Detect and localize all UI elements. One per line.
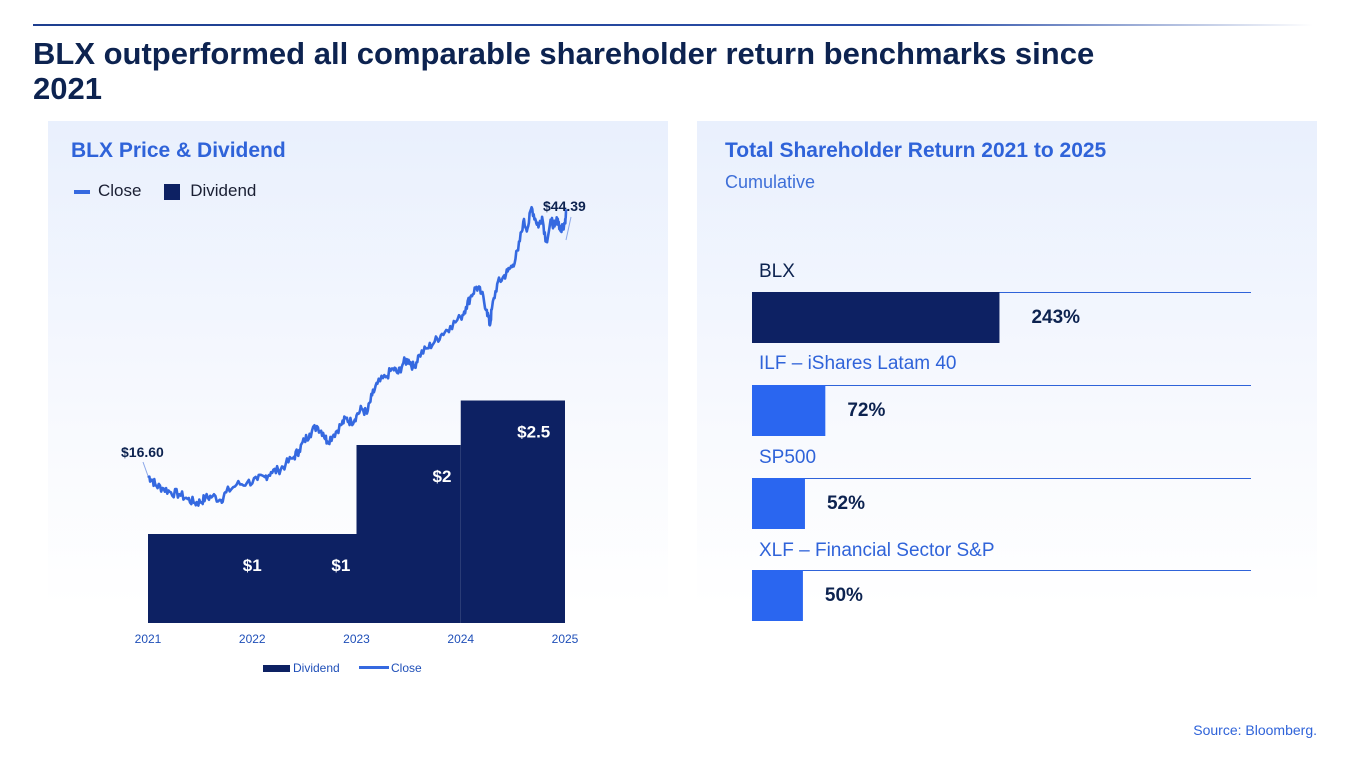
x-tick-2021: 2021 bbox=[135, 632, 162, 646]
tsr-bar-chart: 243% 72% 52% 50% bbox=[752, 292, 1251, 621]
price-dividend-chart: $1 $1 $2 $2.5 $16.60 $44.39 2021 2022 2023 2024 20… bbox=[121, 198, 586, 675]
bar-label-xlf: XLF – Financial Sector S&P bbox=[759, 540, 995, 561]
dividend-step-3 bbox=[460, 400, 565, 623]
x-tick-2025: 2025 bbox=[552, 632, 579, 646]
tsr-chart-subtitle: Cumulative bbox=[725, 172, 816, 192]
legend-dividend-swatch bbox=[263, 665, 290, 672]
x-tick-2022: 2022 bbox=[239, 632, 266, 646]
tsr-value-label-2: 72% bbox=[847, 400, 885, 421]
tsr-chart-title: Total Shareholder Return 2021 to 2025 bbox=[725, 139, 1107, 162]
end-price-label: $44.39 bbox=[543, 198, 586, 214]
tsr-bar-1 bbox=[752, 292, 1000, 343]
dividend-label-1: $1 bbox=[243, 556, 262, 575]
end-label-leader bbox=[565, 216, 572, 241]
page-title: BLX outperformed all comparable sharehol… bbox=[33, 36, 1095, 106]
tsr-bar-3 bbox=[752, 478, 805, 529]
dividend-step-1 bbox=[148, 534, 357, 623]
tsr-value-label-1: 243% bbox=[1031, 307, 1080, 328]
top-divider bbox=[33, 24, 1313, 26]
dividend-label-2: $1 bbox=[331, 556, 350, 575]
dividend-legend-swatch bbox=[164, 183, 181, 200]
start-price-label: $16.60 bbox=[121, 444, 164, 460]
source-note: Source: Bloomberg. bbox=[1193, 722, 1317, 738]
close-price-line bbox=[147, 205, 568, 507]
dividend-label-3: $2 bbox=[433, 467, 452, 486]
tsr-bar-4 bbox=[752, 570, 803, 621]
tsr-value-label-3: 52% bbox=[827, 493, 865, 514]
start-label-leader bbox=[142, 461, 149, 477]
dividend-label-4: $2.5 bbox=[517, 423, 550, 442]
bar-label-ilf: ILF – iShares Latam 40 bbox=[759, 353, 957, 374]
x-tick-2023: 2023 bbox=[343, 632, 370, 646]
dividend-legend-label: Dividend bbox=[190, 181, 257, 200]
close-legend-swatch bbox=[74, 189, 90, 194]
legend-dividend-label: Dividend bbox=[293, 661, 340, 675]
dividend-step-2 bbox=[356, 445, 461, 623]
price-chart-legend-top: Close Dividend bbox=[74, 181, 256, 201]
legend-close-swatch bbox=[359, 666, 389, 669]
tsr-bar-2 bbox=[752, 385, 826, 436]
bar-label-sp500: SP500 bbox=[759, 447, 817, 468]
close-legend-label: Close bbox=[98, 181, 142, 200]
price-chart-title: BLX Price & Dividend bbox=[71, 139, 286, 162]
bar-label-blx: BLX bbox=[759, 261, 795, 282]
legend-close-label: Close bbox=[391, 661, 422, 675]
tsr-value-label-4: 50% bbox=[825, 585, 863, 606]
x-tick-2024: 2024 bbox=[447, 632, 474, 646]
